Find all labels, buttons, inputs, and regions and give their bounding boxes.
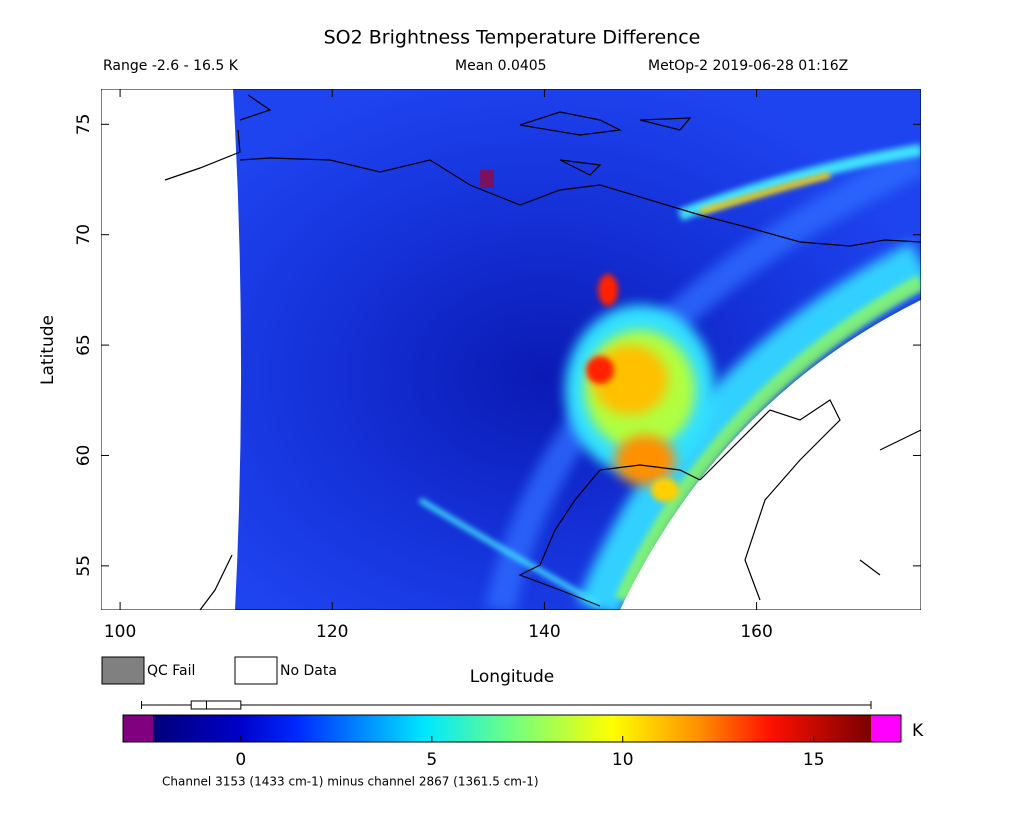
colorbar-frame: [122, 714, 902, 743]
y-tick-label: 65: [74, 334, 94, 356]
x-tick-label: 160: [740, 622, 772, 642]
colorbar-tick-label: 10: [612, 750, 634, 770]
colorbar-tick-label: 5: [426, 750, 437, 770]
y-tick-label: 70: [74, 224, 94, 246]
y-tick-label: 55: [74, 555, 94, 577]
qc-fail-label: QC Fail: [147, 663, 195, 679]
x-tick-label: 100: [104, 622, 136, 642]
mean: Mean 0.0405: [455, 58, 547, 74]
map-image: [101, 89, 921, 610]
boxplot-box: [190, 700, 242, 710]
colorbar-tick-label: 0: [235, 750, 246, 770]
x-tick-label: 140: [528, 622, 560, 642]
qc-fail-swatch: [101, 656, 145, 685]
range: Range -2.6 - 16.5 K: [103, 58, 239, 74]
footer: Channel 3153 (1433 cm-1) minus channel 2…: [162, 775, 539, 789]
x-axis-label: Longitude: [470, 667, 555, 687]
title: SO2 Brightness Temperature Difference: [324, 27, 701, 49]
no-data-label: No Data: [280, 663, 337, 679]
colorbar-tick-label: 15: [803, 750, 825, 770]
no-data-swatch: [234, 656, 278, 685]
overflow-box: [871, 715, 901, 742]
x-tick-label: 120: [316, 622, 348, 642]
source: MetOp-2 2019-06-28 01:16Z: [648, 58, 848, 74]
colorbar-unit: K: [912, 721, 924, 741]
underflow-box: [123, 715, 153, 742]
y-axis-label: Latitude: [38, 315, 58, 385]
y-tick-label: 60: [74, 445, 94, 467]
colorbar: [153, 715, 871, 742]
y-tick-label: 75: [74, 114, 94, 136]
